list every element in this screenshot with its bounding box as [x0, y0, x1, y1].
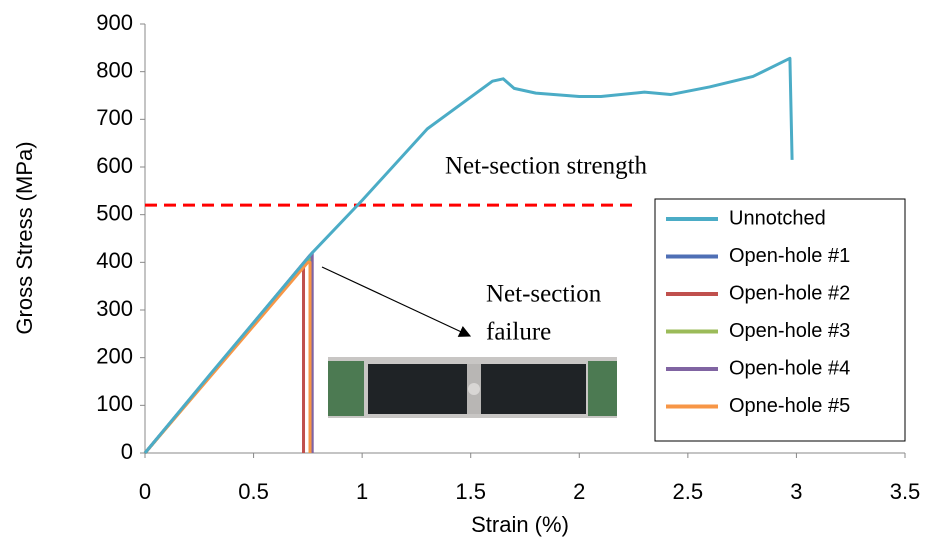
x-tick-label: 3.5: [890, 479, 921, 504]
x-tick-label: 0: [139, 479, 151, 504]
legend-label: Open-hole #2: [729, 282, 850, 304]
y-tick-label: 300: [96, 296, 133, 321]
legend-label: Open-hole #3: [729, 320, 850, 342]
y-axis-label: Gross Stress (MPa): [12, 141, 37, 334]
legend-label: Open-hole #4: [729, 357, 850, 379]
y-tick-label: 0: [121, 439, 133, 464]
y-tick-label: 600: [96, 153, 133, 178]
y-tick-label: 100: [96, 391, 133, 416]
x-tick-label: 2.5: [673, 479, 704, 504]
y-tick-label: 800: [96, 57, 133, 82]
specimen-photo: [328, 357, 617, 418]
x-tick-label: 3: [790, 479, 802, 504]
legend: Unnotched Open-hole #1 Open-hole #2 Open-ho…: [654, 198, 906, 442]
legend-label: Unnotched: [729, 207, 826, 229]
arrow: [321, 266, 472, 337]
y-tick-label: 200: [96, 343, 133, 368]
series-line: [143, 260, 312, 454]
y-tick-label: 900: [96, 10, 133, 35]
y-tick-label: 400: [96, 248, 133, 273]
y-tick-label: 700: [96, 105, 133, 130]
x-tick-label: 2: [573, 479, 585, 504]
annotation: Net-section: [486, 281, 602, 308]
annotation: failure: [486, 319, 551, 346]
legend-box: [654, 198, 906, 442]
legend-label: Open-hole #1: [729, 245, 850, 267]
x-axis-label: Strain (%): [471, 512, 569, 537]
legend-label: Opne-hole #5: [729, 395, 850, 417]
x-tick-label: 1: [356, 479, 368, 504]
y-tick-label: 500: [96, 200, 133, 225]
annotation: Net-section strength: [445, 153, 648, 180]
x-tick-label: 0.5: [238, 479, 269, 504]
x-tick-label: 1.5: [455, 479, 486, 504]
series-line: [143, 56, 794, 454]
